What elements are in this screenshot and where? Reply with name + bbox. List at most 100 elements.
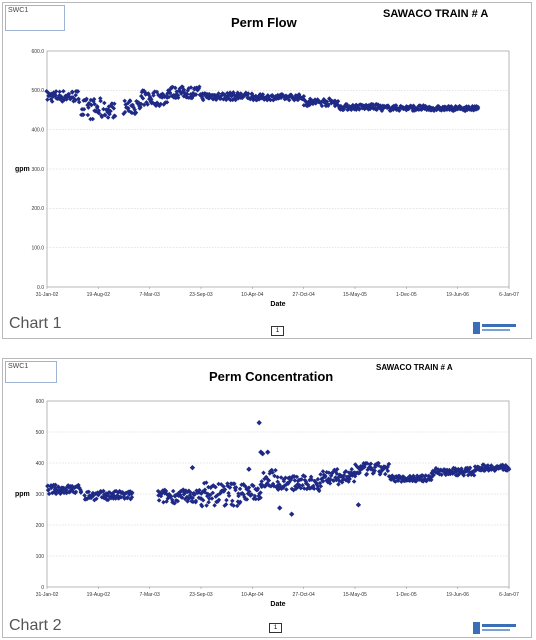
- data-point: [489, 463, 494, 468]
- data-point: [141, 102, 147, 108]
- train-label: SAWACO TRAIN # A: [383, 8, 489, 20]
- data-point: [284, 487, 289, 492]
- data-point: [90, 116, 96, 122]
- data-point: [70, 90, 75, 95]
- data-point-outlier: [289, 511, 295, 517]
- data-point: [431, 472, 436, 478]
- data-point: [315, 483, 321, 489]
- data-point: [108, 108, 113, 114]
- y-tick-label: 400.0: [31, 127, 44, 133]
- data-point: [236, 493, 241, 499]
- y-tick-label: 500.0: [31, 88, 44, 94]
- data-point: [317, 480, 323, 486]
- x-tick-label: 1-Dec-05: [396, 592, 417, 598]
- data-point: [161, 499, 166, 505]
- data-point: [244, 497, 250, 502]
- panel-tag-box: SWC1: [5, 361, 57, 383]
- x-tick-label: 6-Jan-07: [499, 592, 519, 598]
- data-point: [89, 102, 94, 108]
- x-tick-label: 19-Jun-06: [446, 292, 469, 298]
- data-point: [423, 473, 429, 478]
- data-point: [168, 494, 174, 499]
- data-point: [156, 498, 162, 503]
- x-tick-label: 27-Oct-04: [293, 292, 315, 298]
- x-tick-label: 10-Apr-04: [241, 592, 263, 598]
- data-point: [253, 496, 259, 502]
- y-tick-label: 0: [41, 585, 44, 591]
- y-tick-label: 600: [36, 399, 45, 405]
- data-point: [336, 482, 341, 487]
- data-point: [236, 491, 241, 496]
- data-point: [311, 486, 317, 491]
- x-tick-label: 23-Sep-03: [189, 292, 213, 298]
- x-axis-label: Date: [270, 301, 285, 308]
- chart-panel-1: SWC1 Perm Flow SAWACO TRAIN # A 0.0 100.0…: [2, 2, 532, 339]
- data-point: [230, 498, 235, 504]
- data-point: [245, 91, 251, 96]
- data-point: [85, 112, 91, 118]
- x-tick-label: 7-Mar-03: [140, 292, 161, 298]
- data-point: [61, 88, 66, 94]
- data-point: [53, 482, 58, 488]
- perm-flow-chart: 0.0 100.0 200.0 300.0 400.0 500.0 600.0 31-Jan-…: [15, 49, 519, 308]
- y-tick-label: 100: [36, 554, 45, 560]
- x-tick-label: 19-Aug-02: [87, 292, 111, 298]
- data-point: [268, 97, 273, 103]
- train-label: SAWACO TRAIN # A: [376, 363, 453, 372]
- data-point: [91, 96, 97, 102]
- x-tick-label: 1-Dec-05: [396, 292, 417, 298]
- data-point: [202, 487, 208, 492]
- data-point: [193, 498, 199, 504]
- data-point: [237, 486, 243, 492]
- data-point: [151, 93, 156, 98]
- x-tick-label: 31-Jan-02: [36, 292, 59, 298]
- data-point: [66, 91, 72, 97]
- data-point: [98, 98, 103, 104]
- data-point: [111, 106, 117, 111]
- data-point-outlier: [355, 502, 362, 508]
- data-point: [118, 494, 124, 500]
- data-point: [92, 101, 97, 107]
- data-point: [227, 485, 233, 490]
- data-point: [96, 110, 102, 116]
- chart-number-label: Chart 2: [9, 617, 62, 634]
- x-tick-label: 23-Sep-03: [189, 592, 213, 598]
- data-point: [49, 99, 55, 104]
- page-nav-button[interactable]: 1: [269, 623, 282, 633]
- y-tick-label: 200.0: [31, 206, 44, 212]
- data-point: [193, 92, 199, 97]
- page-nav-button[interactable]: 1: [271, 326, 284, 336]
- data-point: [154, 89, 160, 95]
- data-point: [95, 104, 100, 109]
- data-point-outlier: [265, 449, 271, 455]
- data-point: [57, 89, 62, 95]
- data-point: [112, 113, 118, 119]
- data-point: [351, 479, 357, 484]
- data-point: [86, 489, 92, 495]
- data-point: [385, 468, 391, 474]
- y-tick-label: 400: [36, 461, 45, 467]
- data-point: [320, 479, 326, 484]
- data-point: [258, 490, 263, 495]
- panel-tag: SWC1: [8, 7, 29, 14]
- y-tick-label: 300.0: [31, 167, 44, 173]
- data-point: [323, 473, 328, 479]
- data-point: [125, 495, 130, 500]
- chart-title: Perm Concentration: [209, 369, 334, 384]
- y-tick-label: 100.0: [31, 245, 44, 251]
- data-point: [206, 499, 211, 505]
- x-tick-label: 7-Mar-03: [140, 592, 161, 598]
- data-point: [275, 474, 280, 480]
- data-point: [204, 503, 209, 508]
- data-point: [81, 112, 86, 118]
- x-tick-label: 15-May-05: [343, 592, 367, 598]
- x-tick-label: 15-May-05: [343, 292, 367, 298]
- data-point: [197, 84, 202, 90]
- data-point: [105, 497, 111, 503]
- hydranautics-logo: [473, 322, 516, 334]
- data-point: [224, 497, 229, 503]
- data-point: [64, 487, 69, 493]
- data-point: [179, 495, 185, 500]
- x-tick-label: 6-Jan-07: [499, 292, 519, 298]
- data-point: [237, 499, 243, 505]
